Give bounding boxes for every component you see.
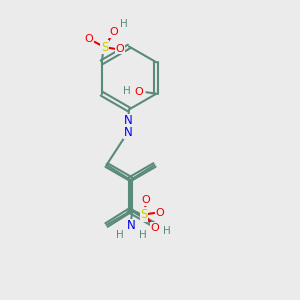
Text: O: O	[155, 208, 164, 218]
Text: H: H	[123, 86, 131, 96]
Text: N: N	[124, 114, 133, 128]
Text: S: S	[140, 208, 148, 221]
Text: H: H	[139, 230, 146, 240]
Text: H: H	[163, 226, 171, 236]
Text: N: N	[123, 126, 132, 139]
Text: O: O	[150, 223, 159, 233]
Text: O: O	[141, 195, 150, 205]
Text: O: O	[109, 27, 118, 37]
Text: O: O	[85, 34, 94, 44]
Text: H: H	[120, 19, 128, 29]
Text: N: N	[127, 219, 135, 232]
Text: H: H	[116, 230, 124, 240]
Text: O: O	[115, 44, 124, 54]
Text: S: S	[101, 41, 108, 54]
Text: O: O	[134, 87, 143, 97]
